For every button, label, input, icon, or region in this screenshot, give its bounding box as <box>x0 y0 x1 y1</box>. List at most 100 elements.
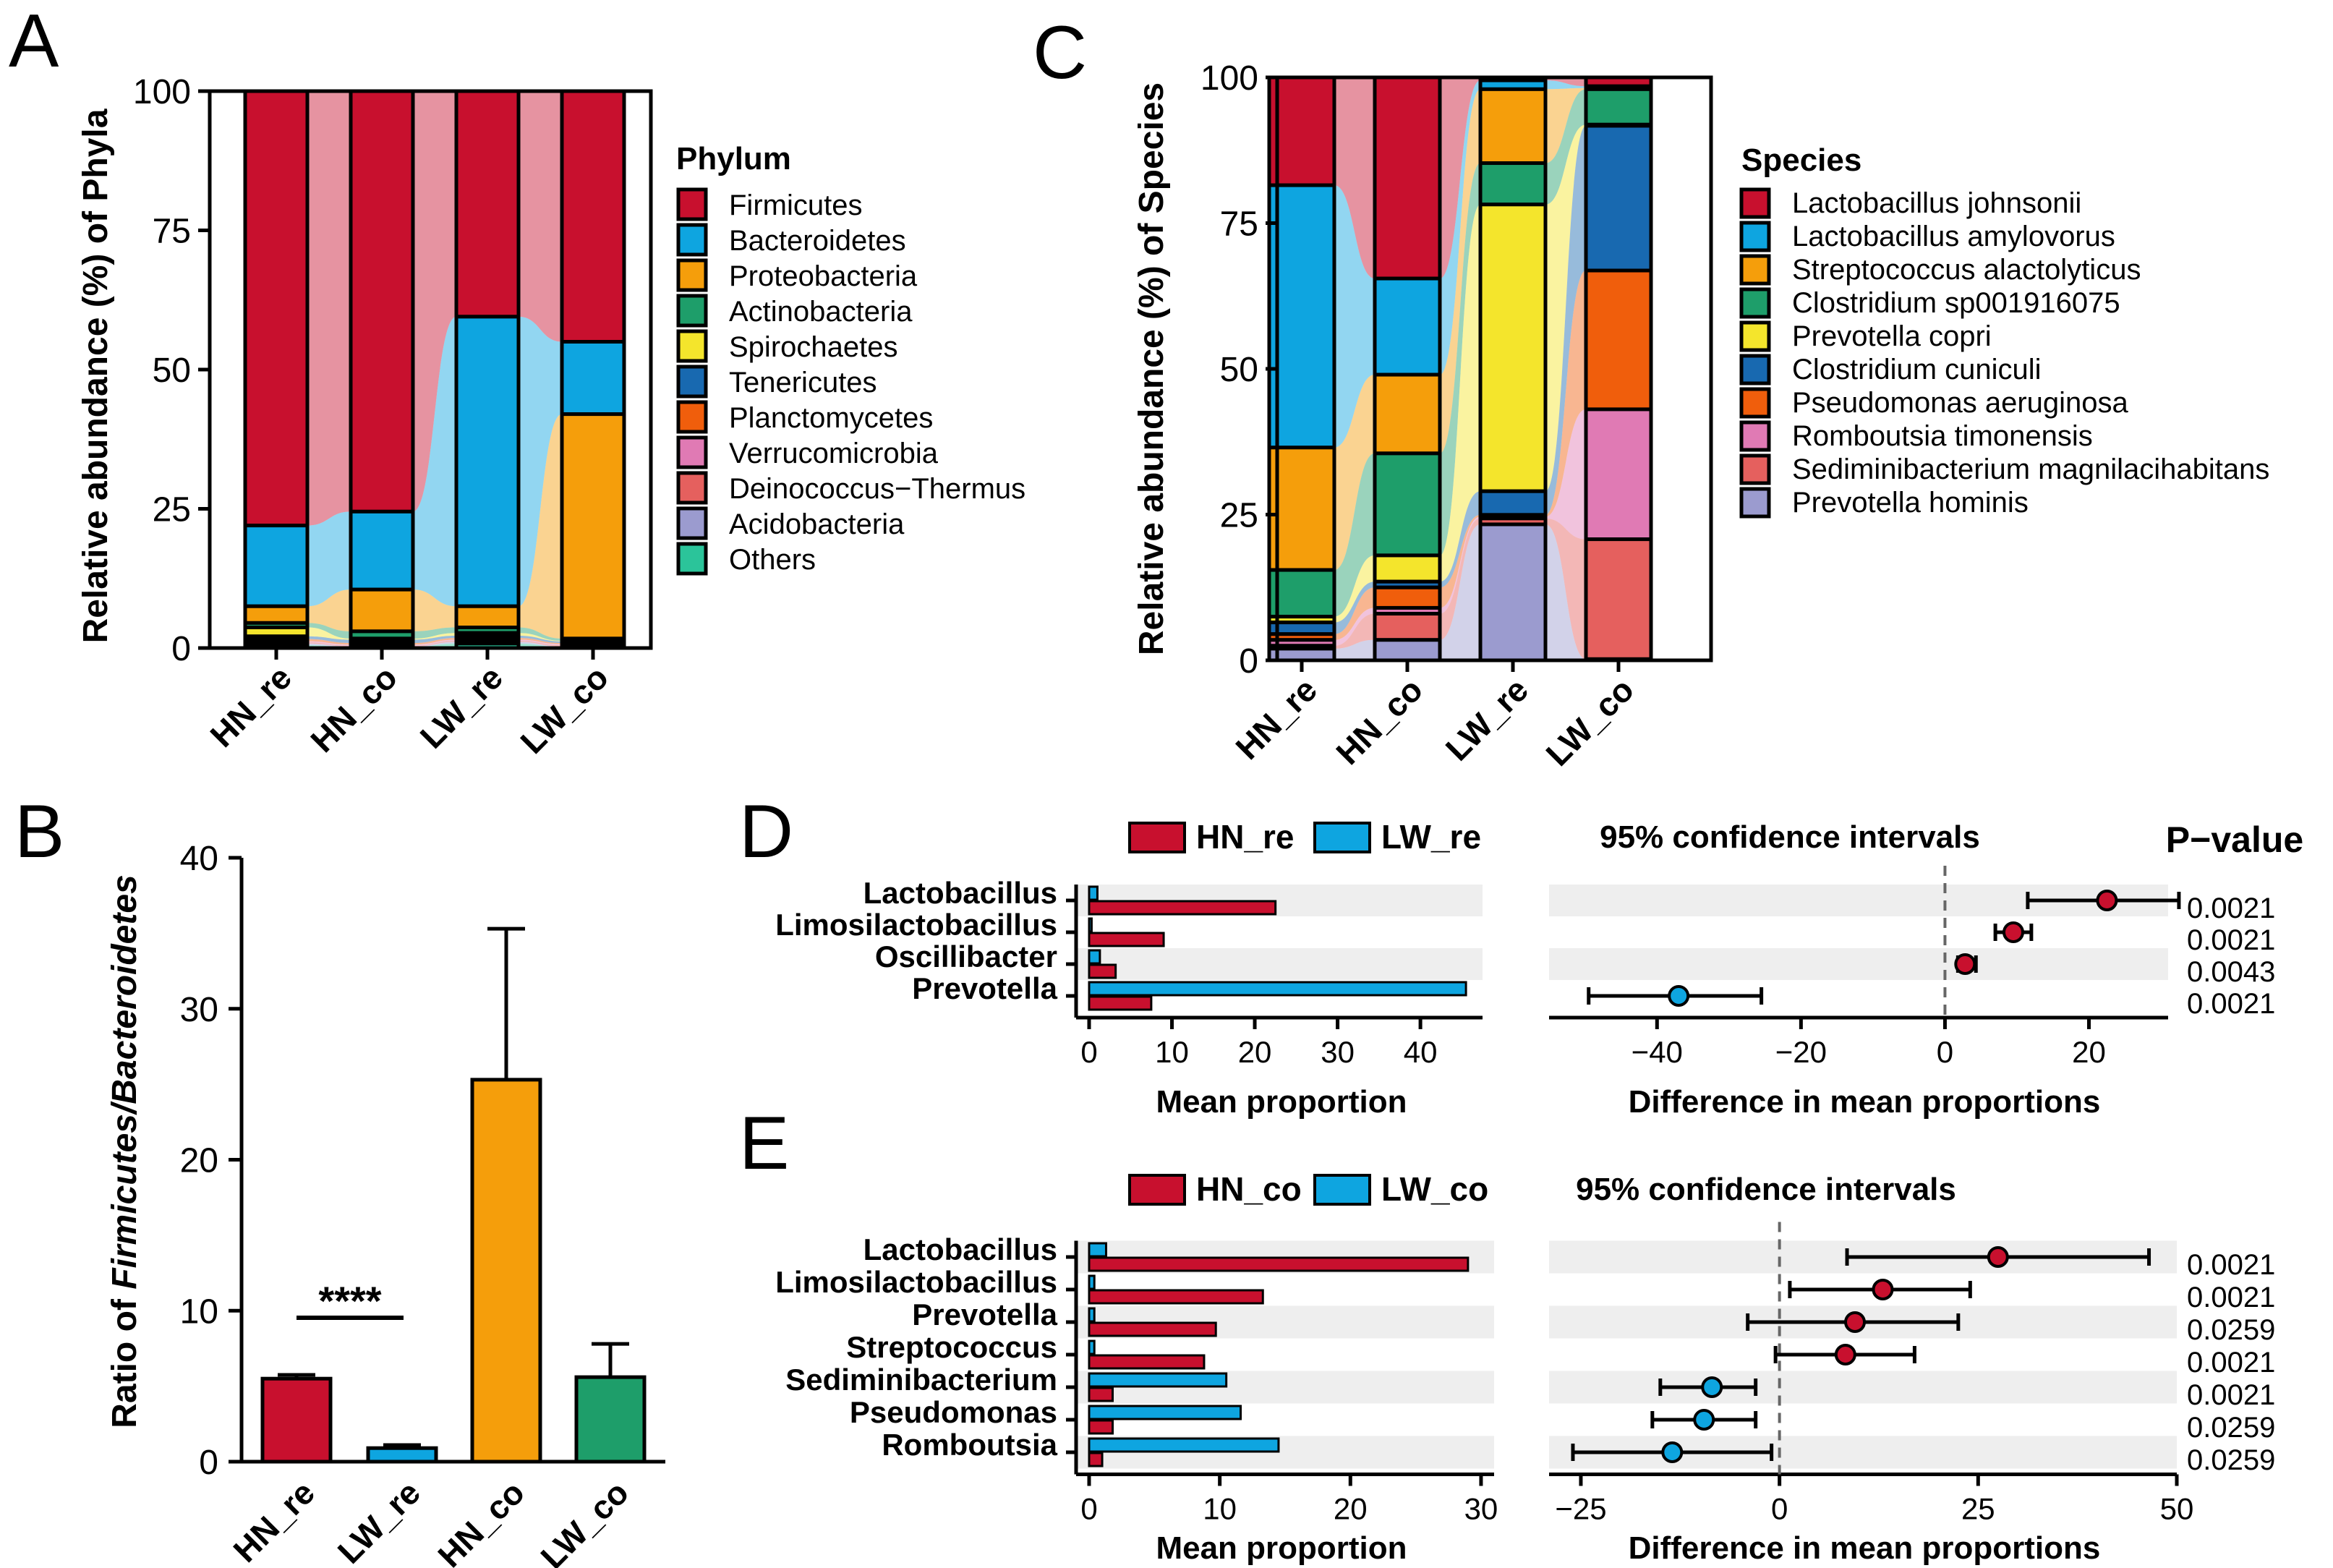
E-feature-label-limosilactobacillus: Limosilactobacillus <box>775 1265 1057 1299</box>
C-ytick-label-25: 25 <box>1220 497 1258 535</box>
legend-label-bacteroidetes: Bacteroidetes <box>729 225 906 257</box>
E-left-xtick-label-10: 10 <box>1203 1492 1237 1526</box>
E-ci-point-pseudomonas <box>1693 1409 1715 1431</box>
flow-lactobacillus-amylovorus-2 <box>1545 80 1586 90</box>
panel-E-xlabel-left: Mean proportion <box>1156 1530 1407 1566</box>
E-bar-hn-co-streptococcus <box>1088 1354 1206 1370</box>
legend-swatch-streptococcus-alactolyticus <box>1739 254 1771 286</box>
bar-hn-co-sediminibacterium-magnilacihabitans <box>1373 612 1442 642</box>
flow-pseudomonas-aeruginosa-1 <box>1440 514 1480 608</box>
flow-planctomycetes-0 <box>307 639 351 645</box>
A-xtick-label-hn-co: HN_co <box>303 658 404 759</box>
E-left-xtick-label-30: 30 <box>1464 1492 1498 1526</box>
panel-letter-C: C <box>1033 11 1087 95</box>
D-bar-lw-re-limosilactobacillus <box>1088 917 1093 933</box>
flow-prevotella-copri-2 <box>1545 124 1586 492</box>
flow-prevotella-copri-0 <box>1334 555 1375 623</box>
D-left-xtick-label-20: 20 <box>1238 1035 1272 1069</box>
C-xtick-label-hn-re: HN_re <box>1228 670 1324 767</box>
E-legend-label-hn-co: HN_co <box>1196 1170 1302 1208</box>
panel-D-pvalue-title: P−value <box>2166 819 2303 860</box>
legend-swatch-planctomycetes <box>676 400 708 434</box>
flow-proteobacteria-2 <box>519 414 562 639</box>
E-ci-point-prevotella <box>1844 1311 1867 1333</box>
panel-C-legend-title: Species <box>1741 142 1861 178</box>
flow-deinococcus-thermus-1 <box>413 640 456 647</box>
E-feature-label-lactobacillus: Lactobacillus <box>863 1232 1057 1266</box>
flow-clostridium-cuniculi-2 <box>1545 125 1586 515</box>
flow-clostridium-sp001916075-0 <box>1334 453 1375 617</box>
flow-bacteroidetes-2 <box>519 316 562 607</box>
panel-E-content: HN_co LW_co 0 10 20 30 Lactobacillus 0.0021 Limo… <box>775 1170 2275 1526</box>
D-left-xtick-label-0: 0 <box>1080 1035 1097 1069</box>
B-xtick-label-hn-re: HN_re <box>226 1473 322 1568</box>
flow-lactobacillus-johnsonii-1 <box>1440 77 1480 279</box>
panel-D-ci-title: 95% confidence intervals <box>1600 819 1980 855</box>
E-pvalue-limosilactobacillus: 0.0021 <box>2187 1282 2275 1313</box>
legend-label-sediminibacterium-magnilacihabitans: Sediminibacterium magnilacihabitans <box>1792 453 2269 485</box>
D-bar-hn-re-limosilactobacillus <box>1088 932 1165 947</box>
legend-swatch-lactobacillus-johnsonii <box>1739 187 1771 219</box>
E-left-xtick-label-20: 20 <box>1334 1492 1368 1526</box>
flow-actinobacteria-0 <box>307 623 351 639</box>
flow-deinococcus-thermus-2 <box>519 640 562 647</box>
bar-lw-co-pseudomonas-aeruginosa <box>1584 268 1653 412</box>
flow-bacteroidetes-0 <box>307 511 351 607</box>
C-xtick-label-hn-co: HN_co <box>1328 670 1430 772</box>
flow-lactobacillus-johnsonii-2 <box>1545 77 1586 87</box>
flow-verrucomicrobia-0 <box>307 641 351 646</box>
B-bar-lw-re <box>366 1446 438 1464</box>
legend-swatch-prevotella-hominis <box>1739 487 1771 519</box>
legend-label-tenericutes: Tenericutes <box>729 367 877 399</box>
legend-label-actinobacteria: Actinobacteria <box>729 296 913 328</box>
E-bar-hn-co-lactobacillus <box>1088 1256 1470 1272</box>
D-bar-hn-re-lactobacillus <box>1088 900 1277 916</box>
panel-letter-E: E <box>739 1102 789 1185</box>
legend-swatch-acidobacteria <box>676 506 708 540</box>
panel-A: 0 25 50 75 100 HN_re HN_co LW_re LW_co Relative … <box>77 73 1025 761</box>
legend-label-streptococcus-alactolyticus: Streptococcus alactolyticus <box>1792 254 2141 286</box>
A-ytick-label-25: 25 <box>153 491 191 529</box>
legend-swatch-deinococcus-thermus <box>676 471 708 505</box>
D-right-xtick-label-0: 0 <box>1937 1035 1953 1069</box>
flow-spirochaetes-2 <box>519 633 562 642</box>
D-legend-label-lw-re: LW_re <box>1381 818 1481 856</box>
legend-swatch-bacteroidetes <box>676 223 708 257</box>
legend-label-verrucomicrobia: Verrucomicrobia <box>729 438 939 469</box>
flow-sediminibacterium-magnilacihabitans-0 <box>1334 613 1375 649</box>
bar-lw-co-clostridium-sp001916075 <box>1584 87 1653 127</box>
flow-lactobacillus-amylovorus-0 <box>1334 185 1375 448</box>
D-bar-lw-re-prevotella <box>1088 981 1467 997</box>
E-bar-lw-co-limosilactobacillus <box>1088 1274 1096 1290</box>
D-pvalue-prevotella: 0.0021 <box>2187 988 2275 1020</box>
legend-swatch-actinobacteria <box>676 294 708 328</box>
bar-lw-re-clostridium-cuniculi <box>1478 489 1548 517</box>
bar-hn-co-clostridium-sp001916075 <box>1373 451 1442 558</box>
D-bar-hn-re-oscillibacter <box>1088 963 1117 979</box>
flow-sediminibacterium-magnilacihabitans-1 <box>1440 518 1480 640</box>
legend-label-prevotella-hominis: Prevotella hominis <box>1792 487 2029 519</box>
flow-firmicutes-0 <box>307 91 351 526</box>
B-ytick-label-40: 40 <box>180 840 218 878</box>
legend-swatch-romboutsia-timonensis <box>1739 420 1771 452</box>
B-xtick-label-lw-co: LW_co <box>533 1473 636 1568</box>
E-pvalue-romboutsia: 0.0259 <box>2187 1444 2275 1476</box>
E-pvalue-sediminibacterium: 0.0021 <box>2187 1379 2275 1411</box>
D-feature-label-prevotella: Prevotella <box>912 971 1057 1005</box>
legend-swatch-sediminibacterium-magnilacihabitans <box>1739 453 1771 485</box>
D-bar-hn-re-prevotella <box>1088 995 1153 1011</box>
D-bar-lw-re-oscillibacter <box>1088 949 1101 965</box>
D-band-left-2 <box>1076 948 1483 980</box>
flow-romboutsia-timonensis-0 <box>1334 608 1375 646</box>
panel-D: HN_re LW_re 0 10 20 30 40 Lactobacillus 0.0021 Li… <box>775 818 2303 1120</box>
bar-lw-co-sediminibacterium-magnilacihabitans <box>1584 537 1653 661</box>
E-ci-point-sediminibacterium <box>1701 1376 1723 1398</box>
panel-E: HN_co LW_co 0 10 20 30 Lactobacillus 0.0021 Limo… <box>775 1170 2275 1566</box>
bar-hn-co-bacteroidetes <box>349 509 415 592</box>
flow-romboutsia-timonensis-2 <box>1545 409 1586 540</box>
bar-hn-re-streptococcus-alactolyticus <box>1267 446 1336 572</box>
bar-hn-re-proteobacteria <box>243 604 310 625</box>
